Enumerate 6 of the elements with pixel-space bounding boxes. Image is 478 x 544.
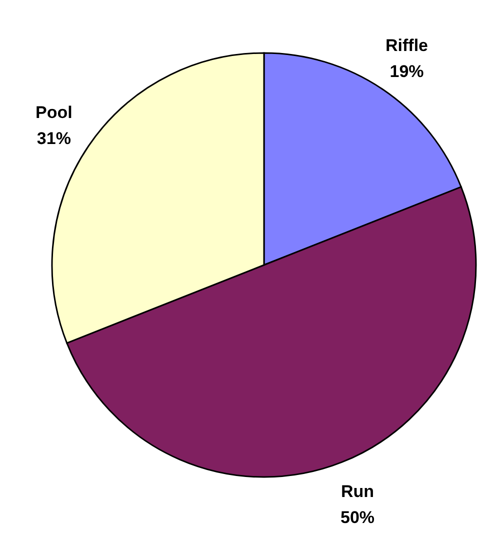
slice-label: Pool xyxy=(36,103,72,122)
slice-label: Riffle xyxy=(386,36,428,55)
data-label: 19% xyxy=(390,62,424,81)
data-label: 50% xyxy=(340,508,375,528)
data-label: 31% xyxy=(36,129,71,148)
slice-label: Run xyxy=(340,482,374,502)
